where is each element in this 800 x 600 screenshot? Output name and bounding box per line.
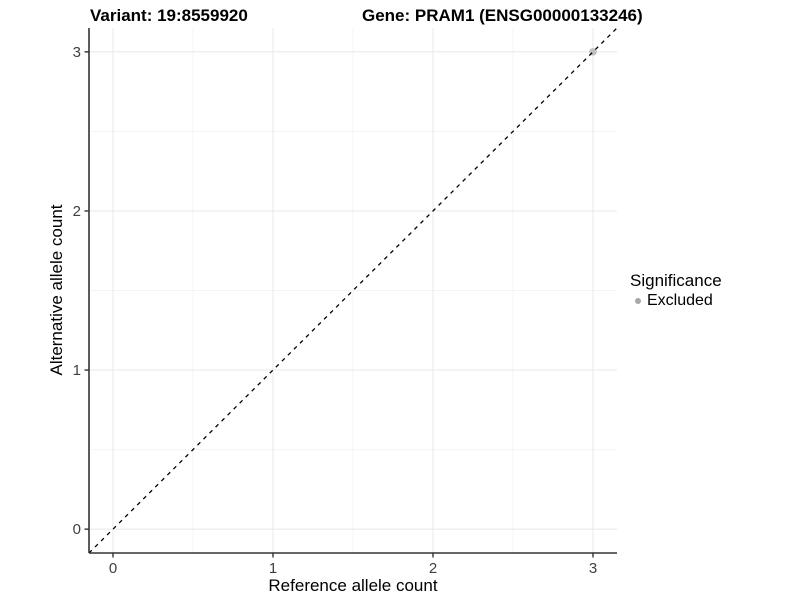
x-tick-label: 3 bbox=[589, 560, 597, 577]
legend-title: Significance bbox=[630, 271, 722, 290]
excluded-point-icon bbox=[635, 298, 641, 304]
legend-item-label: Excluded bbox=[647, 292, 713, 309]
x-axis-title: Reference allele count bbox=[268, 576, 438, 595]
gene-title: Gene: PRAM1 (ENSG00000133246) bbox=[362, 6, 643, 25]
legend: Significance Excluded bbox=[630, 271, 722, 310]
y-axis-title: Alternative allele count bbox=[47, 204, 66, 376]
variant-title: Variant: 19:8559920 bbox=[90, 6, 248, 25]
x-tick-label: 0 bbox=[109, 560, 117, 577]
y-tick-label: 0 bbox=[73, 521, 81, 538]
y-tick-label: 1 bbox=[73, 362, 81, 379]
legend-item-excluded: Excluded bbox=[630, 292, 722, 310]
x-tick-label: 2 bbox=[429, 560, 437, 577]
y-tick-label: 3 bbox=[73, 44, 81, 61]
y-tick-label: 2 bbox=[73, 203, 81, 220]
x-tick-label: 1 bbox=[269, 560, 277, 577]
